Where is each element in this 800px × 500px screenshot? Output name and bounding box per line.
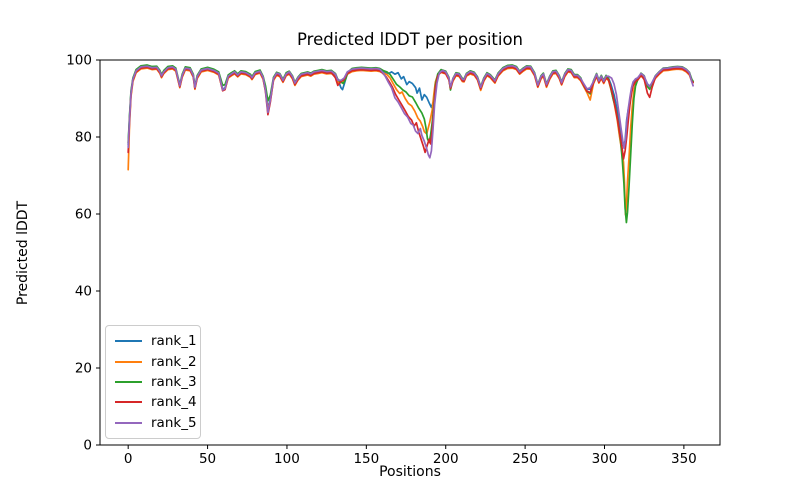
legend-item-rank_4: rank_4 (115, 394, 197, 410)
y-tick-label: 80 (75, 130, 92, 146)
x-tick-label: 0 (124, 451, 133, 467)
y-tick-label: 40 (75, 284, 92, 300)
series-line-rank_2 (127, 67, 694, 216)
legend: rank_1 rank_2 rank_3 rank_4 rank_5 (105, 325, 201, 439)
x-tick-label: 200 (433, 451, 459, 467)
legend-label: rank_1 (151, 333, 197, 350)
y-tick-label: 0 (83, 438, 92, 454)
legend-label: rank_4 (151, 394, 197, 411)
series-line-rank_4 (127, 66, 694, 160)
y-tick-label: 20 (75, 361, 92, 377)
legend-line-swatch (115, 360, 142, 363)
series-line-rank_3 (127, 64, 694, 224)
legend-item-rank_1: rank_1 (115, 333, 197, 349)
axes-frame (99, 59, 721, 446)
legend-item-rank_5: rank_5 (115, 415, 197, 431)
x-tick-label: 50 (199, 451, 216, 467)
legend-label: rank_5 (151, 414, 197, 431)
legend-label: rank_2 (151, 353, 197, 370)
legend-item-rank_2: rank_2 (115, 354, 197, 370)
legend-line-swatch (115, 380, 142, 383)
x-tick-label: 250 (512, 451, 538, 467)
y-axis-label: Predicted lDDT (15, 200, 31, 306)
y-tick-label: 100 (66, 53, 92, 69)
x-tick-label: 100 (274, 451, 300, 467)
legend-label: rank_3 (151, 373, 197, 390)
y-tick-label: 60 (75, 207, 92, 223)
x-tick-label: 300 (592, 451, 618, 467)
legend-line-swatch (115, 340, 142, 343)
x-axis-label: Positions (379, 464, 441, 480)
legend-item-rank_3: rank_3 (115, 374, 197, 390)
legend-line-swatch (115, 401, 142, 404)
series-line-rank_5 (127, 64, 694, 159)
x-tick-label: 150 (353, 451, 379, 467)
x-tick-label: 350 (671, 451, 697, 467)
legend-line-swatch (115, 421, 142, 424)
chart-title: Predicted lDDT per position (296, 30, 524, 49)
